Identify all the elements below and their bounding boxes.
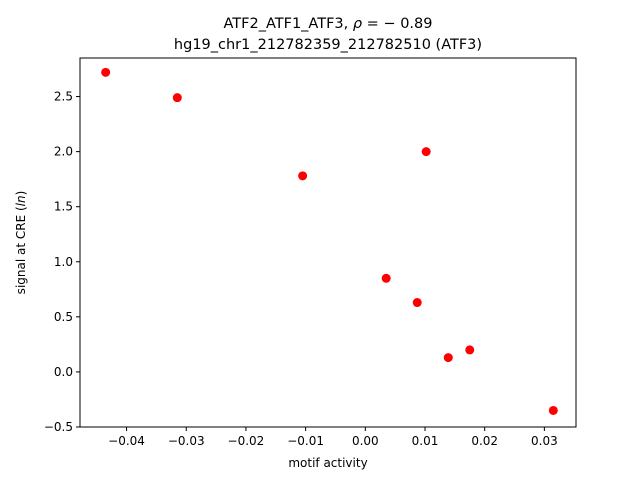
x-tick-label: 0.00 (352, 434, 379, 448)
y-tick-label: 0.0 (54, 365, 73, 379)
x-tick-label: 0.03 (531, 434, 558, 448)
y-tick-label: 1.0 (54, 255, 73, 269)
data-point (443, 353, 453, 363)
y-tick-label: −0.5 (44, 420, 73, 434)
x-axis-label: motif activity (288, 456, 367, 470)
x-tick-label: 0.02 (471, 434, 498, 448)
plot-frame (79, 57, 577, 428)
chart-title-line2: hg19_chr1_212782359_212782510 (ATF3) (174, 37, 482, 53)
y-tick-label: 2.5 (54, 90, 73, 104)
x-tick-label: −0.02 (228, 434, 265, 448)
data-points (101, 67, 558, 415)
y-tick-label: 1.5 (54, 200, 73, 214)
data-point (548, 405, 558, 415)
data-point (421, 147, 431, 157)
data-point (412, 298, 422, 308)
data-point (381, 273, 391, 283)
x-tick-label: −0.04 (108, 434, 145, 448)
data-point (465, 345, 475, 355)
y-tick-label: 0.5 (54, 310, 73, 324)
data-point (101, 67, 111, 77)
x-tick-label: −0.01 (287, 434, 324, 448)
x-tick-label: −0.03 (168, 434, 205, 448)
x-tick-label: 0.01 (412, 434, 439, 448)
y-axis-ticks: −0.5 0.0 0.5 1.0 1.5 2.0 2.5 (44, 90, 80, 434)
y-tick-label: 2.0 (54, 145, 73, 159)
y-axis-label: signal at CRE (ln) (14, 191, 28, 295)
chart-title-line1: ATF2_ATF1_ATF3, ρ = − 0.89 (223, 16, 432, 32)
x-axis-ticks: −0.04 −0.03 −0.02 −0.01 0.00 0.01 0.02 0.03 (108, 427, 558, 448)
data-point (298, 171, 308, 181)
data-point (172, 93, 182, 103)
